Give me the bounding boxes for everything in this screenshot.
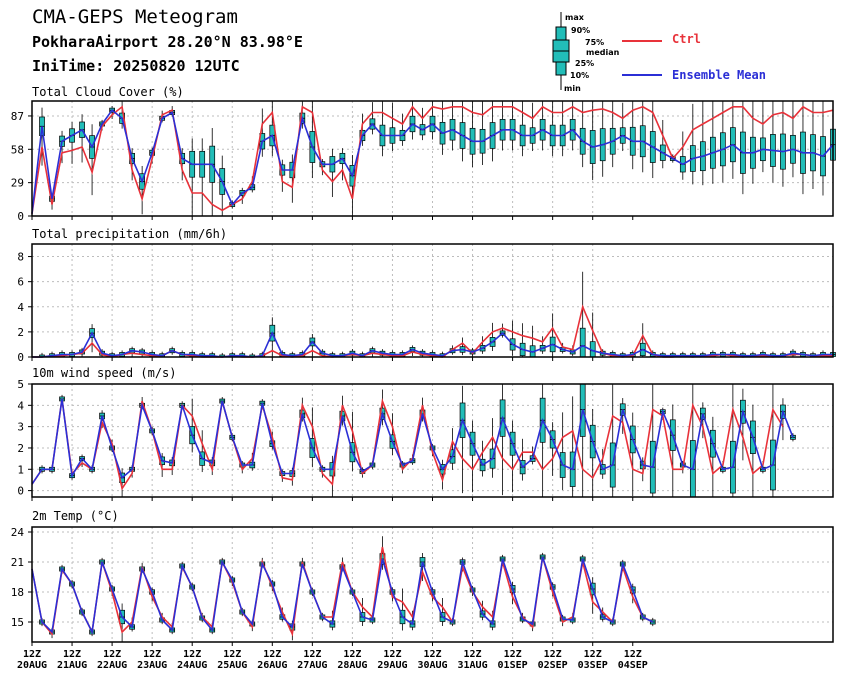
ytick-label-cloud: 58 — [11, 143, 24, 156]
xaxis-hour-label: 12Z — [464, 649, 482, 660]
ytick-label-wind: 1 — [17, 463, 24, 476]
xaxis-date-label: 23AUG — [137, 660, 167, 671]
ytick-label-temp: 15 — [11, 616, 24, 629]
xaxis-hour-label: 12Z — [504, 649, 522, 660]
mean-line-cloud — [31, 109, 834, 214]
xaxis-hour-label: 12Z — [423, 649, 441, 660]
xaxis-hour-label: 12Z — [143, 649, 161, 660]
xaxis-hour-label: 12Z — [23, 649, 41, 660]
legend-key-p90: 90% — [571, 26, 591, 35]
legend-key-min: min — [564, 84, 581, 93]
ytick-label-precip: 8 — [17, 251, 24, 264]
xaxis-date-label: 28AUG — [337, 660, 367, 671]
ytick-label-cloud: 0 — [17, 210, 24, 223]
xaxis-hour-label: 12Z — [383, 649, 401, 660]
xaxis-date-label: 03SEP — [578, 660, 608, 671]
ytick-label-precip: 0 — [17, 351, 24, 364]
ytick-label-temp: 18 — [11, 586, 24, 599]
xaxis-date-label: 26AUG — [257, 660, 287, 671]
ytick-label-temp: 21 — [11, 556, 24, 569]
ytick-label-wind: 5 — [17, 378, 24, 391]
xaxis-hour-label: 12Z — [343, 649, 361, 660]
panel-title-cloud: Total Cloud Cover (%) — [32, 85, 184, 99]
ytick-label-precip: 6 — [17, 276, 24, 289]
legend-key-p75: 75% — [585, 38, 605, 47]
xaxis-date-label: 22AUG — [97, 660, 127, 671]
panel-title-wind: 10m wind speed (m/s) — [32, 366, 177, 380]
xaxis-date-label: 29AUG — [377, 660, 407, 671]
ytick-label-wind: 3 — [17, 421, 24, 434]
legend-key-max: max — [565, 13, 584, 22]
xaxis-hour-label: 12Z — [303, 649, 321, 660]
xaxis-hour-label: 12Z — [263, 649, 281, 660]
xaxis-hour-label: 12Z — [544, 649, 562, 660]
box-precip — [579, 327, 586, 358]
legend-key-median: median — [586, 48, 620, 57]
ytick-label-temp: 24 — [11, 526, 25, 539]
xaxis-hour-label: 12Z — [103, 649, 121, 660]
xaxis-hour-label: 12Z — [584, 649, 602, 660]
legend-ctrl-label: Ctrl — [672, 32, 701, 46]
ytick-label-wind: 2 — [17, 442, 24, 455]
xaxis-date-label: 25AUG — [217, 660, 247, 671]
mean-line-precip — [32, 331, 833, 358]
mean-line-wind — [31, 398, 794, 485]
ytick-label-wind: 0 — [17, 485, 24, 498]
init-time: IniTime: 20250820 12UTC — [32, 57, 240, 75]
xaxis-date-label: 27AUG — [297, 660, 327, 671]
ytick-label-cloud: 29 — [11, 177, 24, 190]
xaxis-hour-label: 12Z — [183, 649, 201, 660]
xaxis-date-label: 20AUG — [17, 660, 47, 671]
panel-title-precip: Total precipitation (mm/6h) — [32, 227, 227, 241]
ctrl-line-cloud — [31, 105, 834, 214]
xaxis-hour-label: 12Z — [63, 649, 81, 660]
xaxis-hour-label: 12Z — [223, 649, 241, 660]
panel-title-temp: 2m Temp (°C) — [32, 509, 119, 523]
ytick-label-cloud: 87 — [11, 110, 24, 123]
legend-mean-label: Ensemble Mean — [672, 68, 766, 82]
xaxis-date-label: 01SEP — [498, 660, 528, 671]
ytick-label-precip: 2 — [17, 326, 24, 339]
chart-title: CMA-GEPS Meteogram — [32, 6, 238, 28]
ctrl-line-wind — [31, 398, 784, 491]
xaxis-date-label: 21AUG — [57, 660, 87, 671]
xaxis-date-label: 24AUG — [177, 660, 207, 671]
xaxis-date-label: 04SEP — [618, 660, 648, 671]
xaxis-date-label: 02SEP — [538, 660, 568, 671]
legend-key-p25: 25% — [575, 59, 595, 68]
ytick-label-wind: 4 — [17, 399, 24, 412]
ytick-label-precip: 4 — [17, 301, 24, 314]
panel-frame-temp — [31, 526, 834, 643]
legend-key-p10: 10% — [570, 71, 590, 80]
xaxis-hour-label: 12Z — [624, 649, 642, 660]
station-location: PokharaAirport 28.20°N 83.98°E — [32, 33, 303, 51]
xaxis-date-label: 31AUG — [457, 660, 487, 671]
mean-line-temp — [31, 556, 654, 635]
xaxis-date-label: 30AUG — [417, 660, 447, 671]
